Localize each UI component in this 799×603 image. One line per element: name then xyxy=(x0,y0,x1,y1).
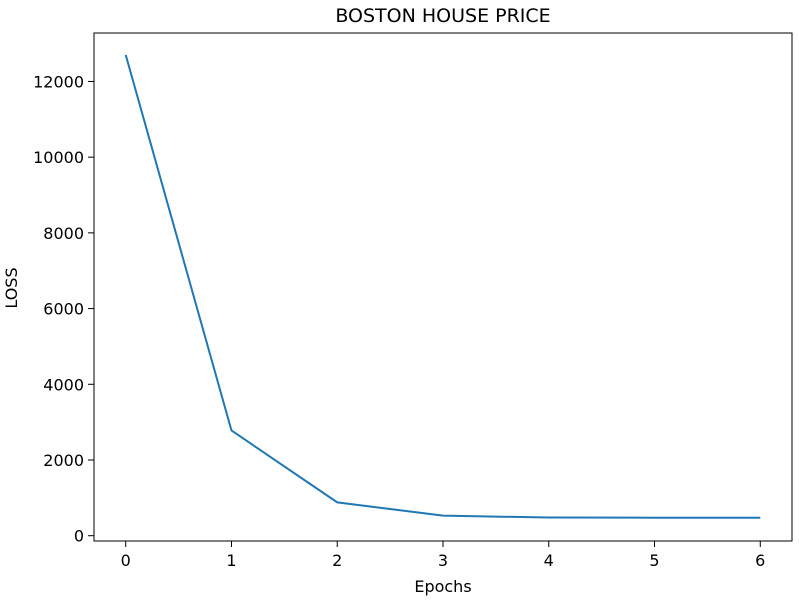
y-tick-label: 10000 xyxy=(33,148,84,167)
y-tick-label: 2000 xyxy=(43,451,84,470)
plot-frame xyxy=(93,32,793,542)
y-tick-label: 12000 xyxy=(33,72,84,91)
x-tick-label: 1 xyxy=(226,551,236,570)
x-tick-label: 5 xyxy=(649,551,659,570)
x-axis: 0 1 2 3 4 5 6 xyxy=(121,541,765,570)
loss-series-line xyxy=(124,54,761,519)
y-tick-label: 6000 xyxy=(43,300,84,319)
y-axis-label: LOSS xyxy=(2,267,21,308)
y-tick-label: 4000 xyxy=(43,375,84,394)
x-tick-label: 2 xyxy=(332,551,342,570)
y-axis: 0 2000 4000 6000 8000 10000 12000 xyxy=(33,72,94,546)
y-tick-label: 0 xyxy=(74,527,84,546)
x-tick-label: 0 xyxy=(121,551,131,570)
chart-title: BOSTON HOUSE PRICE xyxy=(335,5,550,27)
x-tick-label: 3 xyxy=(438,551,448,570)
x-tick-label: 4 xyxy=(544,551,554,570)
y-tick-label: 8000 xyxy=(43,224,84,243)
x-axis-label: Epochs xyxy=(414,577,471,596)
x-tick-label: 6 xyxy=(755,551,765,570)
plot-area xyxy=(124,54,761,519)
